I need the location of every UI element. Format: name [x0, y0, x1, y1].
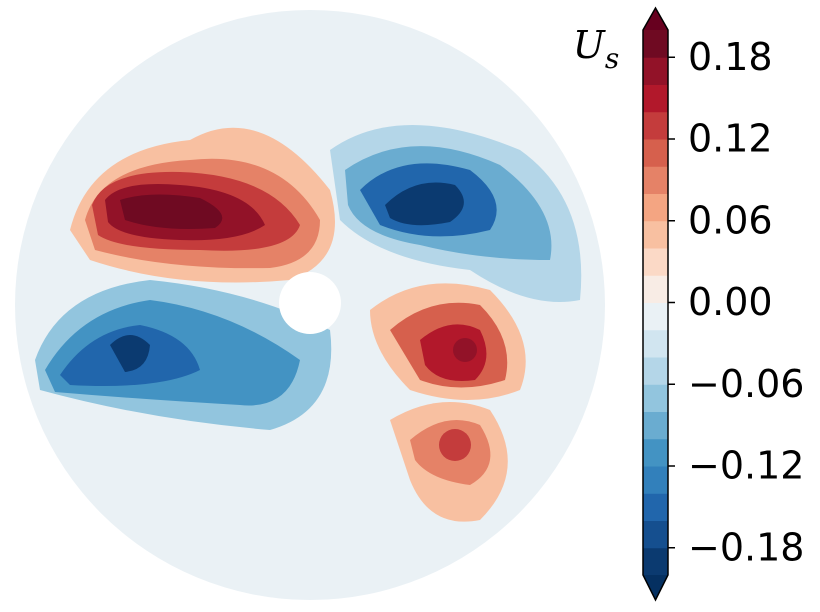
- colorbar-tick-label: 0.12: [688, 117, 773, 161]
- colorbar-bin: [643, 411, 668, 440]
- colorbar-bin: [643, 57, 668, 85]
- colorbar-bin: [643, 111, 668, 140]
- colorbar-bin: [643, 520, 668, 549]
- colorbar-tick-label: 0.06: [688, 198, 773, 242]
- colorbar-bin: [643, 275, 668, 303]
- blue-region-left: [35, 280, 332, 430]
- colorbar-bin: [643, 84, 668, 113]
- red-region-upper-left: [70, 127, 335, 283]
- colorbar-tick-label: −0.06: [688, 362, 804, 406]
- colorbar-bin: [643, 329, 668, 358]
- colorbar-bin: [643, 139, 668, 167]
- colorbar-tick-label: 0.18: [688, 35, 773, 79]
- blue-region-upper-right: [330, 125, 582, 302]
- colorbar-bin: [643, 166, 668, 194]
- colorbar-tick-label: 0.00: [688, 280, 773, 324]
- colorbar-outline: [642, 6, 669, 602]
- colorbar-bin: [643, 493, 668, 521]
- colorbar-under: [643, 575, 668, 600]
- colorbar-tick-label: −0.12: [688, 444, 804, 488]
- colorbar-bin: [643, 30, 668, 58]
- red-region-right: [370, 283, 526, 522]
- colorbar-label: Us: [573, 23, 619, 75]
- colorbar-bin: [643, 248, 668, 276]
- colorbar-bin: [643, 466, 668, 494]
- colorbar-bin: [643, 302, 668, 331]
- colorbar-over: [643, 8, 668, 30]
- colorbar-tick-label: −0.18: [688, 525, 804, 569]
- colorbar-label-main: U: [573, 23, 607, 67]
- colorbar-bin: [643, 547, 668, 576]
- field: [15, 10, 605, 600]
- colorbar-label-subscript: s: [605, 42, 619, 75]
- colorbar-bin: [643, 357, 668, 385]
- colorbar-bin: [643, 438, 668, 467]
- colorbar-bin: [643, 220, 668, 249]
- colorbar: −0.18 −0.12 −0.06 0.00 0.06 0.12 0.18: [642, 6, 804, 602]
- center-hole: [279, 272, 341, 334]
- colorbar-bin: [643, 384, 668, 412]
- colorbar-bin: [643, 193, 668, 222]
